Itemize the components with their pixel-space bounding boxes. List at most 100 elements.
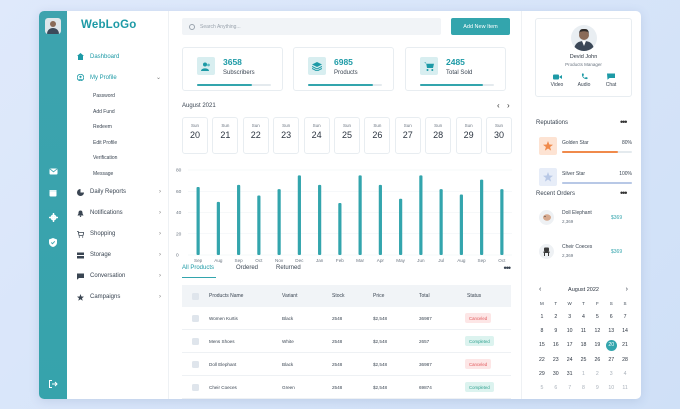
calendar-day[interactable]: 1 <box>582 371 585 377</box>
calendar-day[interactable]: 7 <box>568 385 572 391</box>
day-tile[interactable]: Sun 23 <box>273 117 300 154</box>
table-row[interactable]: Cheir Coeces Green 2548 $2,548 69874 Complete… <box>182 376 511 399</box>
calendar-day[interactable]: 23 <box>552 357 559 363</box>
day-tile[interactable]: Sun 21 <box>212 117 239 154</box>
calendar-day[interactable]: 31 <box>566 371 573 377</box>
table-row[interactable]: Women Kurtis Black 2548 $2,548 36987 Canceled <box>182 307 511 330</box>
sidebar-subitem-message[interactable]: Message <box>93 170 114 177</box>
row-checkbox[interactable] <box>192 314 199 322</box>
sidebar-subitem-redeem[interactable]: Redeem <box>93 124 112 131</box>
calendar-day[interactable]: 24 <box>566 357 573 363</box>
more-options-icon[interactable]: ••• <box>620 117 628 127</box>
calendar-day[interactable]: 10 <box>566 328 573 334</box>
calendar-day[interactable]: 19 <box>594 342 601 348</box>
calendar-day[interactable]: 25 <box>580 357 587 363</box>
day-tile[interactable]: Sun 25 <box>334 117 360 154</box>
calendar-day[interactable]: 29 <box>539 371 545 377</box>
calendar-day[interactable]: 21 <box>622 342 628 348</box>
chevron-right-icon[interactable]: › <box>625 286 628 293</box>
tab-ordered[interactable]: Ordered <box>236 265 259 271</box>
calendar-day[interactable]: 13 <box>549 398 563 399</box>
day-tile[interactable]: Sun 29 <box>455 117 482 154</box>
calendar-day[interactable]: 15 <box>539 342 545 348</box>
sidebar-item-notifications[interactable]: Notifications › <box>77 208 163 219</box>
day-tile[interactable]: Sun 20 <box>182 117 208 154</box>
sidebar-item-shopping[interactable]: Shopping › <box>77 229 163 240</box>
calendar-day[interactable]: 16 <box>552 342 559 348</box>
tab-returned[interactable]: Returned <box>276 265 301 271</box>
video-call-button[interactable]: Video <box>545 72 569 88</box>
calendar-day[interactable]: 13 <box>608 328 615 334</box>
add-new-item-button[interactable]: Add New Item <box>451 18 510 35</box>
calendar-day[interactable]: 8 <box>540 328 544 334</box>
logout-icon[interactable] <box>47 378 59 390</box>
calendar-day[interactable]: 12 <box>535 398 549 399</box>
day-tile[interactable]: Sun 24 <box>303 117 330 154</box>
day-tile[interactable]: Sun 30 <box>486 117 512 154</box>
calendar-day[interactable]: 7 <box>623 314 627 320</box>
sidebar-subitem-add-fund[interactable]: Add Fund <box>93 108 115 115</box>
profile-avatar[interactable] <box>571 25 597 51</box>
calendar-day[interactable]: 17 <box>566 342 573 348</box>
sidebar-subitem-password[interactable]: Password <box>93 93 115 99</box>
shield-icon[interactable] <box>47 236 59 248</box>
mail-icon[interactable] <box>47 165 59 177</box>
calendar-day[interactable]: 14 <box>622 328 628 334</box>
calendar-day[interactable]: 12 <box>594 328 601 334</box>
calendar-day[interactable]: 9 <box>595 385 599 391</box>
row-checkbox[interactable] <box>192 383 199 391</box>
calendar-day[interactable]: 27 <box>608 357 615 363</box>
day-tile[interactable]: Sun 28 <box>425 117 452 154</box>
calendar-icon[interactable] <box>47 187 59 199</box>
select-all-checkbox[interactable] <box>192 292 199 300</box>
calendar-day[interactable]: 5 <box>595 314 599 320</box>
calendar-day[interactable]: 3 <box>609 371 613 377</box>
chevron-right-icon[interactable]: › <box>507 101 510 110</box>
day-tile[interactable]: Sun 26 <box>364 117 391 154</box>
gear-icon[interactable] <box>47 211 59 223</box>
sidebar-item-my-profile[interactable]: My Profile ⌄ <box>76 72 163 83</box>
table-row[interactable]: Doll Elephant Black 2548 $2,548 36987 Cancele… <box>182 353 511 376</box>
tab-all-products[interactable]: All Products <box>182 265 215 271</box>
sidebar-subitem-edit-profile[interactable]: Edit Profile <box>93 139 118 146</box>
audio-call-button[interactable]: Audio <box>572 72 596 88</box>
calendar-day[interactable]: 8 <box>582 385 585 391</box>
chevron-left-icon[interactable]: ‹ <box>497 101 500 110</box>
calendar-day[interactable]: 3 <box>568 314 572 320</box>
more-options-icon[interactable]: ••• <box>503 263 512 273</box>
avatar[interactable] <box>45 18 61 34</box>
row-checkbox[interactable] <box>192 360 199 368</box>
calendar-day[interactable]: 2 <box>554 314 558 320</box>
calendar-day[interactable]: 11 <box>622 385 628 391</box>
chat-button[interactable]: Chat <box>599 72 623 88</box>
sidebar-item-storage[interactable]: Storage › <box>77 250 163 261</box>
calendar-day[interactable]: 9 <box>554 328 558 334</box>
calendar-day[interactable]: 20 <box>605 340 617 351</box>
calendar-day[interactable]: 6 <box>609 314 613 320</box>
calendar-day[interactable]: 5 <box>540 385 544 391</box>
calendar-day[interactable]: 22 <box>539 357 545 363</box>
calendar-day[interactable]: 26 <box>594 357 601 363</box>
sidebar-item-dashboard[interactable]: Dashboard <box>77 51 163 62</box>
calendar-day[interactable]: 6 <box>554 385 558 391</box>
day-tile[interactable]: Sun 27 <box>394 117 421 154</box>
sidebar-subitem-verification[interactable]: Verification <box>93 155 118 162</box>
calendar-day[interactable]: 2 <box>595 371 599 377</box>
calendar-day[interactable]: 10 <box>608 385 615 391</box>
sidebar-item-conversation[interactable]: Conversation › <box>77 271 163 282</box>
sidebar-item-daily-reports[interactable]: Daily Reports › <box>77 187 163 198</box>
calendar-day[interactable]: 28 <box>622 357 628 363</box>
calendar-day[interactable]: 18 <box>580 342 587 348</box>
calendar-day[interactable]: 4 <box>623 371 627 377</box>
calendar-day[interactable]: 1 <box>540 314 544 320</box>
sidebar-item-campaigns[interactable]: Campaigns › <box>77 292 163 303</box>
more-options-icon[interactable]: ••• <box>620 188 628 198</box>
table-row[interactable]: Mens Shoes White 2548 $2,548 2657 Completed <box>182 330 511 353</box>
calendar-day[interactable]: 11 <box>580 328 587 334</box>
row-checkbox[interactable] <box>192 337 199 345</box>
chevron-left-icon[interactable]: ‹ <box>539 286 542 293</box>
calendar-day[interactable]: 4 <box>582 314 585 320</box>
day-tile[interactable]: Sun 22 <box>242 117 269 154</box>
calendar-day[interactable]: 30 <box>552 371 559 377</box>
search-input[interactable]: Search Anything... <box>182 18 441 35</box>
